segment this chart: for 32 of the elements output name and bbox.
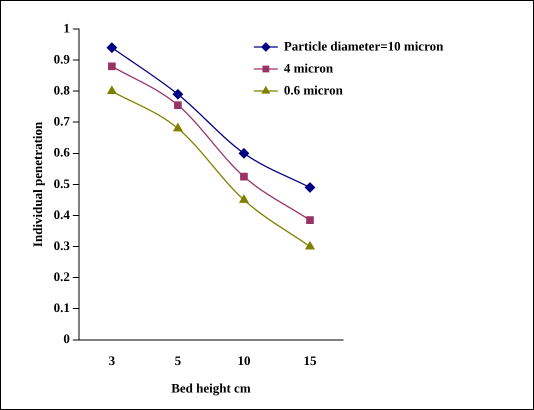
y-axis-title: Individual penetration: [30, 120, 46, 248]
point: [108, 62, 116, 70]
x-tick-label: 10: [237, 352, 250, 368]
y-tick-label: 0.1: [54, 300, 70, 316]
x-axis-title: Bed height cm: [171, 380, 251, 396]
point: [239, 194, 248, 203]
y-tick-label: 0.9: [54, 51, 70, 66]
y-tick-label: 0.6: [54, 144, 70, 160]
point: [173, 123, 182, 132]
point: [304, 182, 316, 193]
point: [106, 42, 118, 53]
point: [107, 86, 116, 94]
point: [174, 101, 182, 109]
legend-label: 4 micron: [284, 60, 334, 76]
y-tick-label: 0.8: [54, 82, 70, 98]
x-tick-label: 5: [174, 352, 182, 368]
y-tick-label: 0.3: [54, 238, 70, 253]
y-tick-label: 0.7: [54, 114, 70, 129]
y-tick-label: 0.4: [54, 206, 70, 222]
y-tick-label: 0.5: [54, 176, 70, 191]
y-tick-label: 1: [63, 20, 70, 36]
y-tick-label: 0.2: [54, 269, 70, 284]
point: [240, 172, 248, 180]
legend-label: 0.6 micron: [284, 82, 344, 98]
point: [306, 216, 314, 224]
point: [305, 241, 315, 250]
x-tick-label: 3: [108, 352, 116, 368]
point: [238, 148, 250, 158]
legend-label: Particle diameter=10 micron: [284, 38, 444, 54]
point: [172, 89, 184, 100]
y-tick-label: 0: [63, 331, 70, 346]
x-tick-label: 15: [303, 352, 317, 368]
